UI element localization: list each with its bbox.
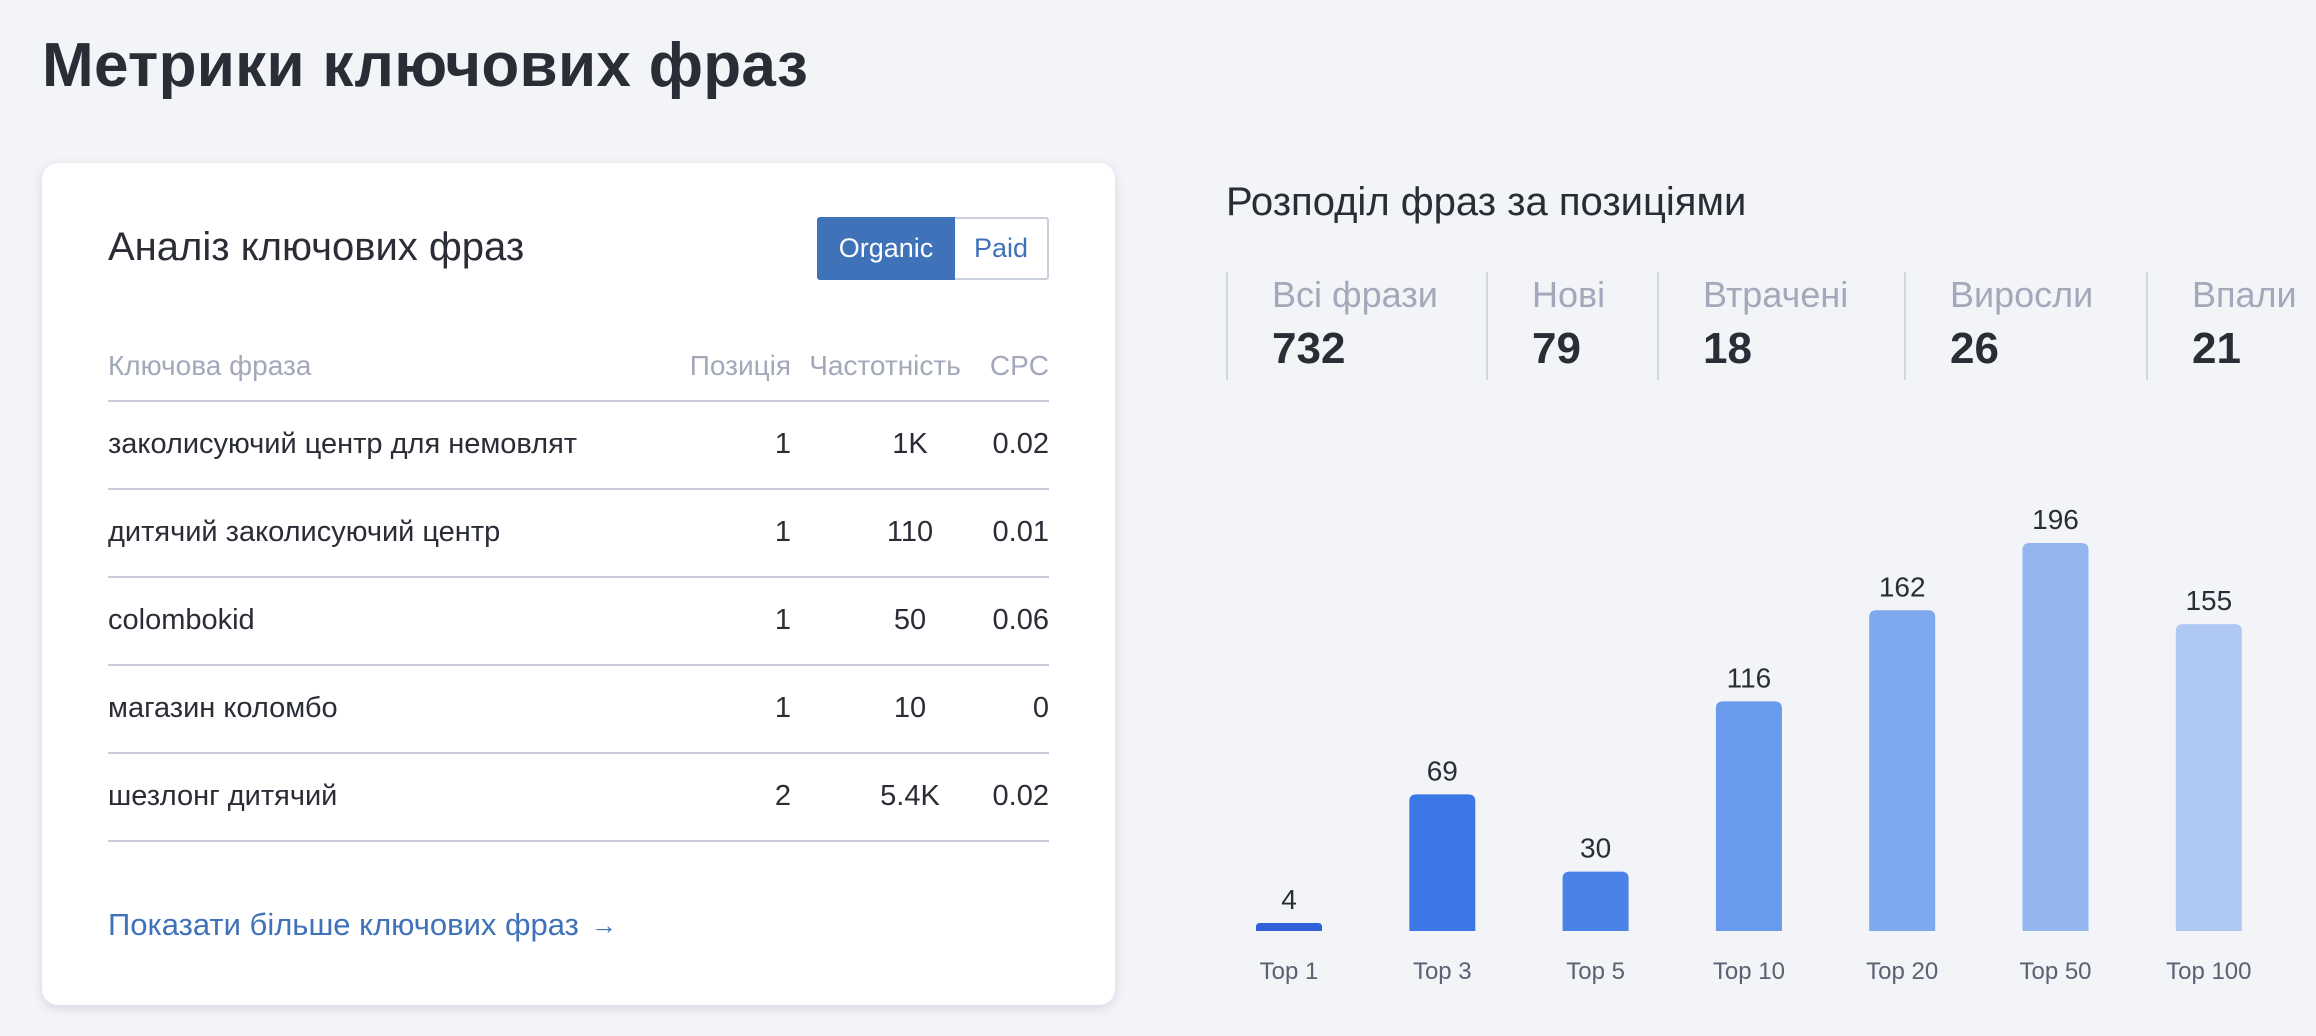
category-label: Top 20 — [1866, 958, 1938, 985]
distribution-title: Розподіл фраз за позиціями — [1226, 180, 1747, 224]
table-header: Ключова фраза Позиція Частотність CPC — [108, 338, 1049, 402]
bar-top-5[interactable] — [1562, 871, 1629, 931]
stats-row: Всі фрази 732 Нові 79 Втрачені 18 Виросл… — [1226, 272, 2316, 380]
bar-top-10[interactable] — [1715, 701, 1782, 931]
stat-label: Всі фрази — [1272, 274, 1438, 315]
position-cell: 2 — [774, 780, 791, 812]
stat-label: Виросли — [1950, 274, 2094, 315]
cpc-cell: 0.01 — [992, 516, 1049, 548]
bar-value-label: 30 — [1580, 833, 1611, 864]
stat-label: Нові — [1532, 274, 1606, 315]
category-label: Top 3 — [1413, 958, 1472, 985]
category-label: Top 5 — [1566, 958, 1625, 985]
stat-value: 26 — [1950, 324, 1999, 373]
bar-top-3[interactable] — [1409, 794, 1476, 931]
frequency-cell: 5.4K — [880, 780, 940, 812]
bar-value-label: 162 — [1879, 571, 1926, 602]
frequency-cell: 50 — [893, 604, 927, 636]
cpc-cell: 0.02 — [992, 780, 1049, 812]
table-row[interactable]: colombokid 1 50 0.06 — [108, 578, 1049, 666]
chart-svg: 4 Top 1 69 Top 3 30 Top 5 116 Top 10 162 Top 20 19… — [1256, 504, 2252, 985]
keyword-cell: colombokid — [108, 604, 255, 636]
position-cell: 1 — [774, 604, 791, 636]
page-title: Метрики ключових фраз — [42, 31, 809, 100]
keyword-analysis-card: Аналіз ключових фраз Organic Paid Ключов… — [42, 163, 1115, 1005]
frequency-cell: 110 — [886, 516, 934, 548]
frequency-cell: 1K — [892, 428, 928, 460]
table-row[interactable]: заколисуючий центр для немовлят 1 1K 0.0… — [108, 402, 1049, 490]
arrow-right-icon: → — [590, 909, 617, 940]
keyword-cell: дитячий заколисуючий центр — [108, 516, 501, 548]
organic-button[interactable]: Organic — [817, 217, 955, 280]
stat-new: Нові 79 — [1486, 272, 1657, 380]
category-label: Top 50 — [2019, 958, 2091, 985]
table-row[interactable]: магазин коломбо 1 10 0 — [108, 666, 1049, 754]
column-header-position[interactable]: Позиція — [689, 350, 791, 381]
stat-lost: Втрачені 18 — [1657, 272, 1904, 380]
stat-value: 732 — [1272, 324, 1346, 373]
bar-top-100[interactable] — [2175, 624, 2242, 931]
column-header-frequency[interactable]: Частотність — [809, 350, 961, 381]
paid-button[interactable]: Paid — [955, 217, 1049, 280]
table-row[interactable]: шезлонг дитячий 2 5.4K 0.02 — [108, 754, 1049, 842]
bar-top-1[interactable] — [1256, 923, 1322, 931]
positions-bar-chart: 4 Top 1 69 Top 3 30 Top 5 116 Top 10 162 Top 20 19… — [1226, 490, 2316, 1010]
cpc-cell: 0 — [1032, 692, 1049, 724]
keyword-cell: магазин коломбо — [108, 692, 338, 724]
card-title: Аналіз ключових фраз — [108, 225, 525, 269]
stat-label: Втрачені — [1703, 274, 1849, 315]
bar-value-label: 69 — [1427, 755, 1458, 786]
cpc-cell: 0.02 — [992, 428, 1049, 460]
keyword-cell: шезлонг дитячий — [108, 780, 338, 812]
bar-top-50[interactable] — [2022, 543, 2089, 931]
show-more-label: Показати більше ключових фраз — [108, 907, 579, 942]
category-label: Top 1 — [1260, 958, 1319, 985]
bar-value-label: 116 — [1727, 662, 1772, 693]
column-header-keyword[interactable]: Ключова фраза — [108, 350, 312, 381]
bar-value-label: 196 — [2032, 504, 2079, 535]
stat-all: Всі фрази 732 — [1226, 272, 1486, 380]
stat-label: Впали — [2192, 274, 2297, 315]
frequency-cell: 10 — [893, 692, 927, 724]
stat-value: 18 — [1703, 324, 1752, 373]
stat-improved: Виросли 26 — [1904, 272, 2146, 380]
position-cell: 1 — [774, 692, 791, 724]
position-cell: 1 — [774, 516, 791, 548]
keyword-cell: заколисуючий центр для немовлят — [108, 428, 578, 460]
column-header-cpc[interactable]: CPC — [989, 350, 1049, 381]
stat-declined: Впали 21 — [2146, 272, 2316, 380]
bar-value-label: 4 — [1281, 884, 1297, 915]
table-row[interactable]: дитячий заколисуючий центр 1 110 0.01 — [108, 490, 1049, 578]
show-more-keywords-link[interactable]: Показати більше ключових фраз → — [108, 907, 617, 943]
stat-value: 79 — [1532, 324, 1581, 373]
position-cell: 1 — [774, 428, 791, 460]
stat-value: 21 — [2192, 324, 2241, 373]
bar-value-label: 155 — [2185, 585, 2232, 616]
organic-paid-toggle: Organic Paid — [817, 217, 1049, 280]
category-label: Top 100 — [2166, 958, 2251, 985]
bar-top-20[interactable] — [1869, 610, 1936, 931]
keywords-table: Ключова фраза Позиція Частотність CPC за… — [108, 338, 1049, 842]
cpc-cell: 0.06 — [992, 604, 1049, 636]
category-label: Top 10 — [1713, 958, 1785, 985]
